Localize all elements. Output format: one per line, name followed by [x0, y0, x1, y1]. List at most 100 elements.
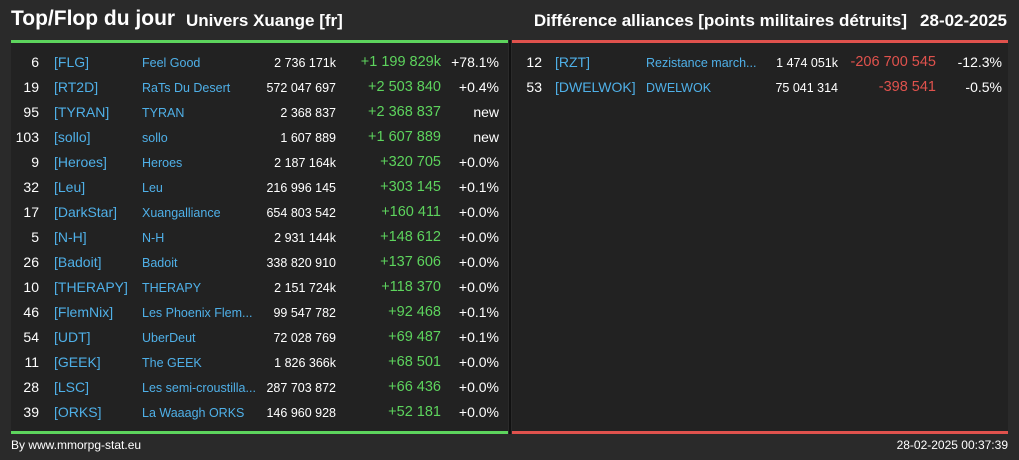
alliance-name[interactable]: La Waaagh ORKS — [142, 406, 245, 420]
alliance-name[interactable]: Rezistance march... — [646, 56, 757, 70]
alliance-tag[interactable]: [THERAPY] — [54, 279, 128, 295]
flop-row: 53 [DWELWOK] DWELWOK 75 041 314 -398 541 -0.5… — [512, 74, 1008, 99]
alliance-tag[interactable]: [RT2D] — [54, 79, 99, 95]
top-row: 10 [THERAPY] THERAPY 2 151 724k +118 370 +0.0… — [11, 274, 508, 299]
alliance-tag[interactable]: [DarkStar] — [54, 204, 118, 220]
rank: 54 — [23, 329, 39, 345]
difference: -206 700 545 — [850, 54, 936, 70]
footer-timestamp: 28-02-2025 00:37:39 — [896, 438, 1008, 452]
alliance-name[interactable]: RaTs Du Desert — [142, 81, 231, 95]
points: 338 820 910 — [266, 256, 336, 270]
top-row: 28 [LSC] Les semi-croustilla... 287 703 872… — [11, 374, 508, 399]
alliance-tag[interactable]: [ORKS] — [54, 404, 102, 420]
percent: +78.1% — [451, 54, 499, 70]
top-row: 5 [N-H] N-H 2 931 144k +148 612 +0.0% — [11, 224, 508, 249]
percent: new — [473, 129, 499, 145]
alliance-name[interactable]: Badoit — [142, 256, 178, 270]
page-title: Top/Flop du jour — [11, 7, 176, 30]
points: 75 041 314 — [775, 81, 838, 95]
alliance-tag[interactable]: [sollo] — [54, 129, 91, 145]
alliance-name[interactable]: Les Phoenix Flem... — [142, 306, 253, 320]
rank: 32 — [23, 179, 39, 195]
alliance-name[interactable]: Xuangalliance — [142, 206, 221, 220]
alliance-name[interactable]: The GEEK — [142, 356, 202, 370]
alliance-tag[interactable]: [FLG] — [54, 54, 90, 70]
panel-divider — [509, 40, 511, 434]
flop-row: 12 [RZT] Rezistance march... 1 474 051k -206… — [512, 49, 1008, 74]
footer-source[interactable]: By www.mmorpg-stat.eu — [11, 438, 142, 452]
alliance-tag[interactable]: [Badoit] — [54, 254, 102, 270]
rank: 5 — [31, 229, 39, 245]
difference: -398 541 — [878, 79, 936, 95]
difference: +320 705 — [380, 154, 441, 170]
rank: 9 — [31, 154, 39, 170]
points: 2 151 724k — [274, 281, 336, 295]
top-row: 17 [DarkStar] Xuangalliance 654 803 542 +160… — [11, 199, 508, 224]
points: 1 607 889 — [280, 131, 336, 145]
alliance-tag[interactable]: [Heroes] — [54, 154, 107, 170]
rank: 12 — [526, 54, 542, 70]
top-row: 95 [TYRAN] TYRAN 2 368 837 +2 368 837 new — [11, 99, 508, 124]
alliance-name[interactable]: DWELWOK — [646, 81, 712, 95]
rank: 95 — [23, 104, 39, 120]
alliance-name[interactable]: Les semi-croustilla... — [142, 381, 256, 395]
top-row: 32 [Leu] Leu 216 996 145 +303 145 +0.1% — [11, 174, 508, 199]
percent: +0.1% — [458, 179, 499, 195]
difference: +92 468 — [388, 304, 441, 320]
rank: 6 — [31, 54, 39, 70]
points: 72 028 769 — [273, 331, 336, 345]
alliance-name[interactable]: Feel Good — [142, 56, 201, 70]
rank: 17 — [23, 204, 39, 220]
alliance-tag[interactable]: [Leu] — [54, 179, 86, 195]
difference: +68 501 — [388, 354, 441, 370]
top-row: 54 [UDT] UberDeut 72 028 769 +69 487 +0.1% — [11, 324, 508, 349]
percent: -12.3% — [957, 54, 1002, 70]
difference: +2 368 837 — [368, 104, 441, 120]
difference: +66 436 — [388, 379, 441, 395]
alliance-name[interactable]: N-H — [142, 231, 165, 245]
points: 2 368 837 — [280, 106, 336, 120]
alliance-tag[interactable]: [UDT] — [54, 329, 91, 345]
alliance-tag[interactable]: [FlemNix] — [54, 304, 114, 320]
rank: 46 — [23, 304, 39, 320]
rank: 19 — [23, 79, 39, 95]
points: 287 703 872 — [266, 381, 336, 395]
alliance-tag[interactable]: [DWELWOK] — [555, 79, 636, 95]
alliance-tag[interactable]: [GEEK] — [54, 354, 101, 370]
top-row: 103 [sollo] sollo 1 607 889 +1 607 889 new — [11, 124, 508, 149]
alliance-name[interactable]: sollo — [142, 131, 168, 145]
points: 146 960 928 — [266, 406, 336, 420]
top-row: 6 [FLG] Feel Good 2 736 171k +1 199 829k +78.… — [11, 49, 508, 74]
universe-label: Univers Xuange [fr] — [186, 11, 343, 30]
top-row: 9 [Heroes] Heroes 2 187 164k +320 705 +0.0% — [11, 149, 508, 174]
points: 1 474 051k — [776, 56, 838, 70]
percent: +0.1% — [458, 329, 499, 345]
top-panel: 6 [FLG] Feel Good 2 736 171k +1 199 829k +78.… — [11, 40, 508, 434]
alliance-name[interactable]: UberDeut — [142, 331, 196, 345]
percent: new — [473, 104, 499, 120]
top-row: 26 [Badoit] Badoit 338 820 910 +137 606 +0.0% — [11, 249, 508, 274]
rank: 28 — [23, 379, 39, 395]
percent: +0.0% — [458, 229, 499, 245]
header: Top/Flop du jour Univers Xuange [fr] Dif… — [0, 0, 1019, 40]
alliance-name[interactable]: TYRAN — [142, 106, 185, 120]
percent: +0.0% — [458, 154, 499, 170]
points: 1 826 366k — [274, 356, 336, 370]
difference: +118 370 — [381, 279, 441, 295]
alliance-name[interactable]: Leu — [142, 181, 163, 195]
flop-panel: 12 [RZT] Rezistance march... 1 474 051k -206… — [512, 40, 1008, 434]
alliance-tag[interactable]: [RZT] — [555, 54, 590, 70]
points: 2 736 171k — [274, 56, 336, 70]
top-row: 19 [RT2D] RaTs Du Desert 572 047 697 +2 503 … — [11, 74, 508, 99]
alliance-tag[interactable]: [TYRAN] — [54, 104, 110, 120]
alliance-tag[interactable]: [N-H] — [54, 229, 87, 245]
alliance-name[interactable]: Heroes — [142, 156, 183, 170]
difference: +52 181 — [388, 404, 441, 420]
points: 99 547 782 — [273, 306, 336, 320]
alliance-name[interactable]: THERAPY — [142, 281, 202, 295]
difference: +303 145 — [380, 179, 441, 195]
percent: +0.1% — [458, 304, 499, 320]
percent: +0.0% — [458, 204, 499, 220]
points: 654 803 542 — [266, 206, 336, 220]
alliance-tag[interactable]: [LSC] — [54, 379, 90, 395]
